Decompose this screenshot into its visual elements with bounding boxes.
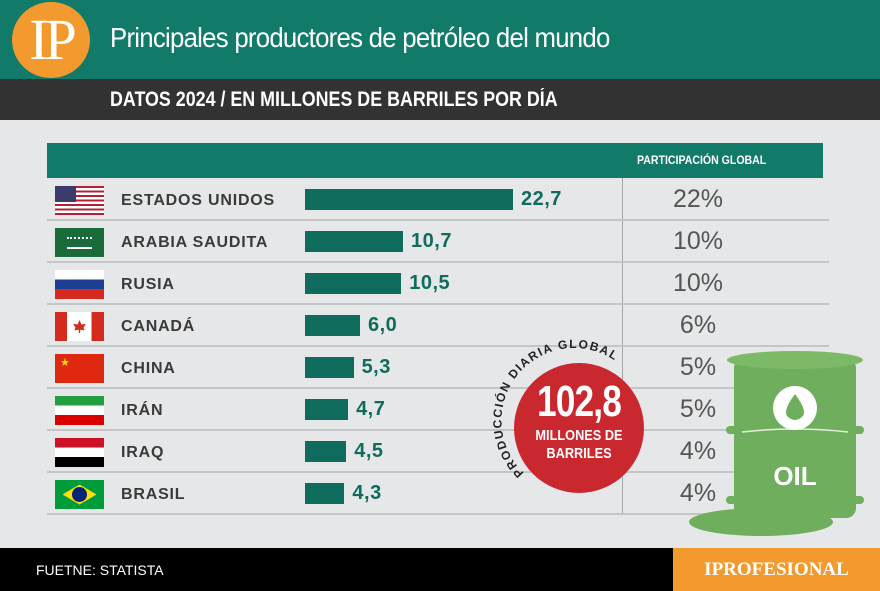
- header: IP Principales productores de petróleo d…: [0, 0, 880, 79]
- table-row: CANADÁ 6,0 6%: [47, 305, 829, 347]
- brand-logo: IPROFESIONAL: [673, 548, 880, 591]
- flag-icon: [55, 396, 104, 425]
- table-header: PARTICIPACIÓN GLOBAL: [47, 143, 823, 178]
- flag-icon: ★: [55, 354, 104, 383]
- value-label: 6,0: [367, 314, 398, 336]
- bar: [305, 315, 360, 336]
- barrel-label: OIL: [773, 461, 816, 491]
- table-row: BRASIL 4,3 4%: [47, 473, 829, 515]
- bar: [305, 231, 404, 252]
- unit-line1: MILLONES DE: [535, 427, 623, 444]
- bar: [305, 189, 513, 210]
- table-row: ★ CHINA 5,3 5%: [47, 347, 829, 389]
- bar: [305, 483, 345, 504]
- flag-icon: [55, 480, 104, 509]
- page-title: Principales productores de petróleo del …: [110, 22, 610, 53]
- subtitle-bar: DATOS 2024 / EN MILLONES DE BARRILES POR…: [0, 79, 880, 120]
- global-production-value: 102,8: [536, 377, 622, 426]
- bar: [305, 273, 402, 294]
- global-production-callout: 102,8 MILLONES DE BARRILES: [514, 363, 644, 493]
- table-row: ARABIA SAUDITA 10,7 10%: [47, 221, 829, 263]
- bar: [305, 357, 354, 378]
- value-label: 4,3: [352, 482, 382, 504]
- bar: [305, 399, 349, 420]
- share-label: 6%: [679, 311, 717, 339]
- country-name: ARABIA SAUDITA: [121, 234, 269, 251]
- value-label: 10,7: [411, 230, 452, 252]
- value-label: 5,3: [361, 356, 391, 378]
- bar: [305, 441, 347, 462]
- unit-line2: BARRILES: [546, 445, 612, 462]
- share-label: 10%: [672, 227, 724, 255]
- footer: FUETNE: STATISTA IPROFESIONAL: [0, 548, 880, 591]
- share-label: 22%: [672, 185, 724, 213]
- country-name: CANADÁ: [121, 318, 196, 335]
- table-row: ESTADOS UNIDOS 22,7 22%: [47, 179, 829, 221]
- value-label: 10,5: [409, 272, 451, 294]
- oil-barrel-icon: OIL: [689, 351, 864, 536]
- ip-logo: IP: [12, 2, 90, 78]
- value-label: 4,5: [354, 440, 384, 462]
- country-name: IRÁN: [121, 402, 164, 419]
- country-name: BRASIL: [121, 486, 186, 503]
- table-row: RUSIA 10,5 10%: [47, 263, 829, 305]
- flag-icon: [55, 186, 104, 215]
- share-label: 4%: [679, 437, 717, 465]
- country-name: ESTADOS UNIDOS: [121, 192, 276, 209]
- flag-icon: [55, 270, 104, 299]
- value-label: 4,7: [356, 398, 386, 420]
- share-label: 5%: [679, 395, 717, 423]
- country-name: IRAQ: [121, 444, 165, 461]
- country-name: RUSIA: [121, 276, 175, 293]
- share-label: 4%: [679, 479, 717, 507]
- value-label: 22,7: [521, 188, 562, 210]
- share-label: 5%: [679, 353, 717, 381]
- subtitle: DATOS 2024 / EN MILLONES DE BARRILES POR…: [110, 88, 558, 111]
- table-row: IRAQ 4,5 4%: [47, 431, 829, 473]
- share-header: PARTICIPACIÓN GLOBAL: [637, 153, 767, 167]
- flag-icon: [55, 438, 104, 467]
- country-name: CHINA: [121, 360, 176, 377]
- source-note: FUETNE: STATISTA: [36, 562, 164, 578]
- table-row: IRÁN 4,7 5%: [47, 389, 829, 431]
- flag-icon: [55, 312, 104, 341]
- share-label: 10%: [672, 269, 724, 297]
- flag-icon: [55, 228, 104, 257]
